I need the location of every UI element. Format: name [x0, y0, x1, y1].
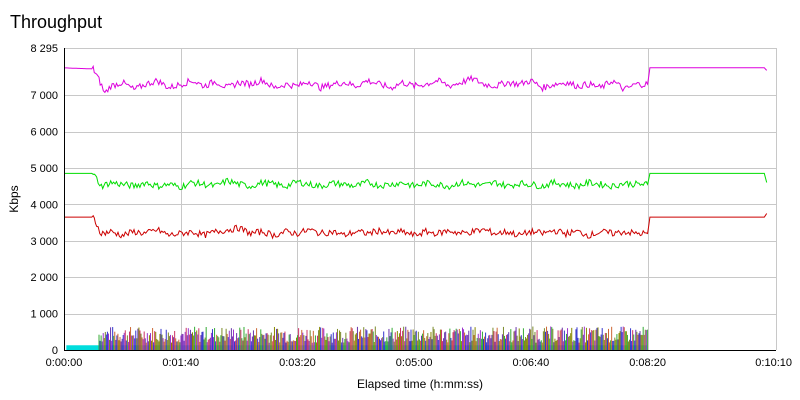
series-line-2: [64, 213, 768, 240]
x-tick-label: 0:01:40: [162, 357, 199, 369]
y-tick-labels: 0 1 000 2 000 3 000 4 000 5 000 6 000 7 000 8 29…: [30, 43, 58, 357]
series-line-0: [63, 64, 768, 94]
x-tick-label: 0:06:40: [513, 357, 550, 369]
y-tick-label: 1 000: [30, 309, 58, 321]
y-tick-label: 8 295: [30, 43, 58, 55]
y-tick-label: 6 000: [30, 127, 58, 139]
y-tick-label: 3 000: [30, 236, 58, 248]
x-tick-label: 0:10:10: [755, 357, 792, 369]
x-axis-title: Elapsed time (h:mm:ss): [357, 377, 483, 391]
plot-frame: [64, 48, 776, 351]
y-tick-label: 7 000: [30, 90, 58, 102]
x-tick-label: 0:03:20: [279, 357, 316, 369]
y-tick-label: 4 000: [30, 199, 58, 211]
chart-title: Throughput: [10, 12, 103, 32]
x-tick-label: 0:08:20: [629, 357, 666, 369]
x-tick-labels: 0:00:00 0:01:40 0:03:20 0:05:00 0:06:40 0:08:…: [46, 357, 792, 369]
x-tick-label: 0:05:00: [396, 357, 433, 369]
burst-bars: [66, 326, 648, 350]
series-line-1: [64, 172, 768, 191]
y-tick-label: 0: [52, 345, 58, 357]
x-tick-label: 0:00:00: [46, 357, 83, 369]
grid: [64, 48, 777, 351]
y-tick-label: 2 000: [30, 272, 58, 284]
y-tick-label: 5 000: [30, 163, 58, 175]
series-lines: [63, 64, 768, 240]
y-axis-title: Kbps: [7, 185, 21, 212]
